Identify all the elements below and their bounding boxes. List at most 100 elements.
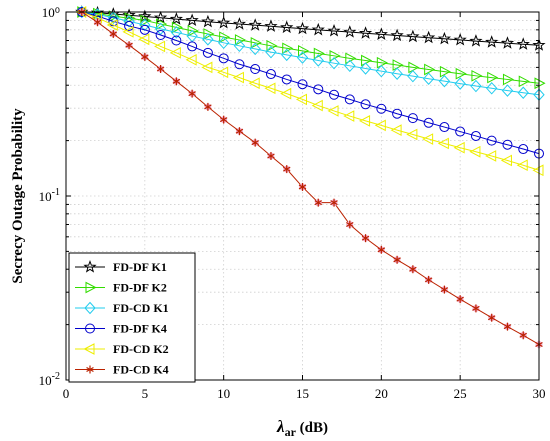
data-point	[437, 137, 449, 150]
data-point	[248, 77, 260, 90]
legend-item: FD-CD K2	[75, 342, 169, 356]
data-point	[437, 31, 451, 45]
legend-label: FD-DF K4	[113, 322, 167, 336]
data-point	[487, 313, 496, 322]
marker-stroke	[361, 235, 370, 241]
legend: FD-DF K1 FD-DF K2 FD-CD K1 FD-DF K4 FD-CD K2…	[68, 252, 196, 383]
data-point	[139, 18, 151, 32]
marker-stroke	[503, 324, 512, 330]
data-point	[343, 110, 355, 122]
data-point	[377, 245, 386, 254]
data-point	[374, 119, 386, 132]
data-point	[407, 113, 418, 124]
data-point	[438, 74, 451, 88]
data-point	[391, 67, 403, 80]
x-tick-label: 15	[296, 386, 309, 401]
data-point	[139, 24, 150, 35]
data-point	[500, 154, 512, 167]
data-point	[455, 67, 467, 80]
data-point	[218, 53, 229, 64]
data-point	[106, 19, 118, 31]
data-point	[360, 99, 371, 110]
marker-stroke	[93, 19, 102, 25]
x-tick-label: 10	[217, 386, 230, 401]
data-point	[124, 20, 135, 31]
data-point	[358, 115, 371, 127]
data-point	[456, 295, 464, 304]
data-point	[219, 115, 228, 124]
data-point	[472, 304, 480, 313]
legend-label: FD-DF K1	[113, 260, 167, 274]
data-point	[439, 65, 451, 78]
data-point	[250, 36, 262, 49]
marker-stroke	[251, 140, 259, 146]
data-point	[187, 41, 198, 52]
data-point	[454, 77, 466, 90]
data-point	[327, 24, 341, 37]
legend-box	[68, 252, 196, 383]
data-point	[518, 75, 530, 88]
data-point	[406, 128, 418, 141]
data-point	[93, 18, 102, 27]
data-point	[217, 66, 229, 79]
data-point	[264, 82, 276, 95]
legend-label: FD-CD K1	[113, 301, 169, 315]
data-point	[265, 45, 277, 59]
marker-stroke	[472, 305, 480, 311]
data-point	[408, 61, 420, 74]
series-line	[81, 11, 540, 84]
marker-stroke	[282, 166, 291, 172]
data-point	[265, 69, 276, 80]
data-point	[346, 220, 354, 229]
marker-stroke	[346, 221, 354, 228]
data-point	[171, 21, 183, 34]
marker-stroke	[141, 54, 149, 60]
legend-marker	[83, 343, 95, 355]
data-point	[502, 73, 515, 86]
data-point	[232, 71, 244, 84]
data-point	[295, 93, 307, 106]
data-point	[344, 94, 355, 105]
series-line	[81, 11, 540, 96]
data-point	[311, 99, 323, 112]
data-point	[235, 127, 244, 136]
data-point	[232, 17, 247, 30]
marker-stroke	[235, 128, 244, 134]
data-point	[327, 105, 339, 117]
data-point	[358, 26, 373, 39]
marker-stroke	[456, 296, 464, 302]
data-point	[154, 10, 168, 24]
x-tick-label: 5	[142, 386, 149, 401]
data-point	[187, 25, 199, 37]
y-tick-label: 10⁰	[42, 5, 60, 20]
y-axis-title: Secrecy Outage Probability	[10, 108, 26, 284]
series-fd-df-k2	[77, 6, 546, 90]
data-point	[500, 36, 515, 49]
data-point	[281, 74, 292, 85]
marker-stroke	[519, 332, 527, 338]
data-point	[201, 61, 213, 74]
legend-item: FD-CD K1	[75, 301, 169, 315]
data-point	[519, 331, 527, 340]
legend-marker	[85, 281, 97, 294]
marker-stroke	[109, 31, 118, 37]
data-point	[518, 144, 529, 155]
data-point	[485, 35, 499, 48]
data-point	[267, 151, 275, 160]
series-fd-cd-k4	[78, 8, 543, 349]
data-point	[375, 64, 388, 78]
data-point	[393, 255, 401, 264]
x-axis-title-subscript: ar	[285, 425, 297, 439]
data-point	[359, 62, 372, 75]
data-point	[125, 41, 133, 50]
marker-stroke	[267, 153, 275, 159]
data-point	[251, 138, 259, 147]
data-point	[390, 28, 404, 42]
data-point	[248, 18, 262, 31]
data-point	[203, 28, 215, 40]
data-point	[170, 26, 183, 39]
legend-marker	[84, 301, 96, 315]
data-point	[376, 56, 388, 69]
data-point	[202, 47, 213, 58]
